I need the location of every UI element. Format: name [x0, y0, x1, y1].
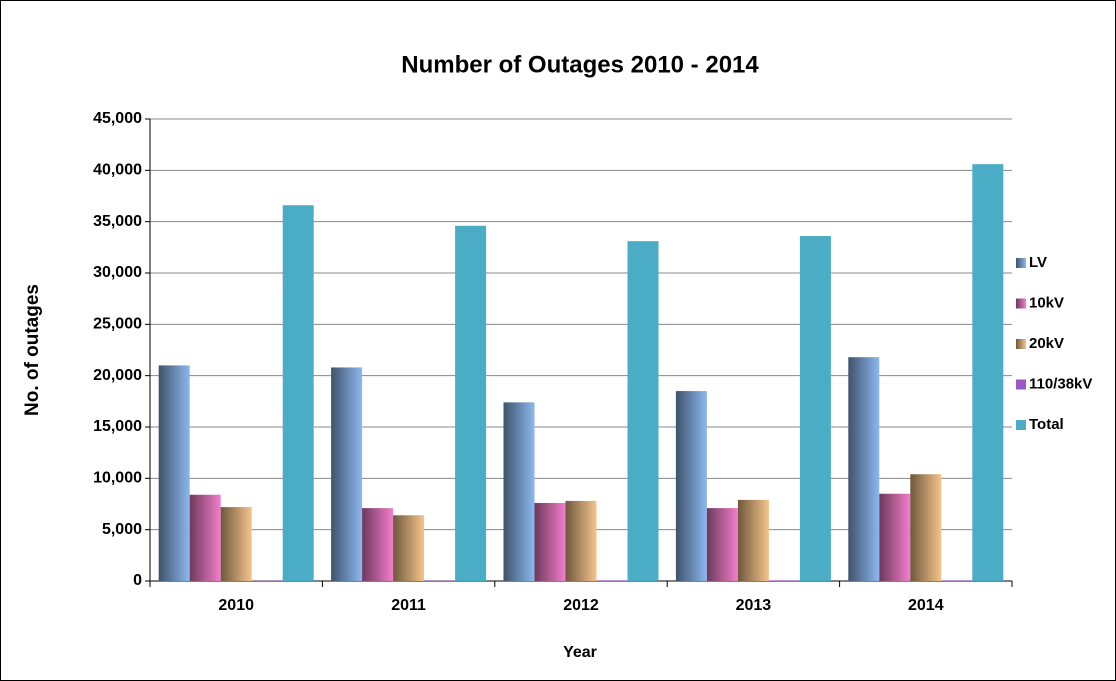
bar	[282, 205, 314, 582]
bar	[455, 225, 487, 582]
x-axis-label: Year	[563, 644, 597, 661]
bar	[534, 502, 566, 581]
bar	[627, 241, 659, 581]
bar	[941, 580, 973, 581]
y-tick-label: 45,000	[93, 110, 142, 127]
bar	[768, 580, 800, 581]
bar	[972, 164, 1004, 581]
bar	[393, 515, 425, 581]
bar	[879, 493, 911, 581]
y-tick-label: 5,000	[102, 521, 142, 538]
x-tick-label: 2011	[391, 597, 426, 614]
legend-label: 20kV	[1029, 335, 1064, 352]
y-tick-label: 15,000	[93, 418, 142, 435]
legend-label: LV	[1029, 254, 1047, 271]
y-tick-label: 40,000	[93, 162, 142, 179]
legend-label: 110/38kV	[1029, 375, 1092, 392]
legend-label: Total	[1029, 416, 1064, 433]
legend-swatch	[1016, 298, 1026, 309]
bar	[189, 494, 221, 581]
y-tick-label: 10,000	[93, 470, 142, 487]
legend-swatch	[1016, 420, 1026, 430]
bar	[848, 357, 880, 581]
bar	[503, 402, 535, 581]
legend-label: 10kV	[1029, 294, 1064, 311]
bar	[737, 499, 769, 581]
bar	[565, 500, 597, 581]
y-tick-label: 25,000	[93, 316, 142, 333]
y-tick-label: 30,000	[93, 264, 142, 281]
bar	[706, 508, 738, 581]
legend-swatch	[1016, 258, 1026, 268]
bar	[910, 474, 942, 581]
y-axis-label: No. of outages	[22, 284, 43, 416]
chart-title: Number of Outages 2010 - 2014	[401, 51, 759, 78]
bar	[596, 580, 628, 581]
bar	[799, 236, 831, 582]
legend-swatch	[1016, 379, 1026, 390]
x-tick-label: 2010	[218, 597, 254, 614]
bar	[158, 365, 190, 581]
bar	[362, 508, 394, 581]
x-tick-label: 2014	[908, 597, 944, 614]
bar	[331, 367, 363, 581]
bar	[675, 391, 707, 581]
legend-swatch	[1016, 339, 1026, 349]
x-tick-label: 2013	[736, 597, 772, 614]
y-tick-label: 20,000	[93, 367, 142, 384]
y-tick-label: 0	[133, 572, 142, 589]
x-tick-label: 2012	[563, 597, 599, 614]
y-tick-label: 35,000	[93, 213, 142, 230]
bar	[220, 507, 252, 581]
